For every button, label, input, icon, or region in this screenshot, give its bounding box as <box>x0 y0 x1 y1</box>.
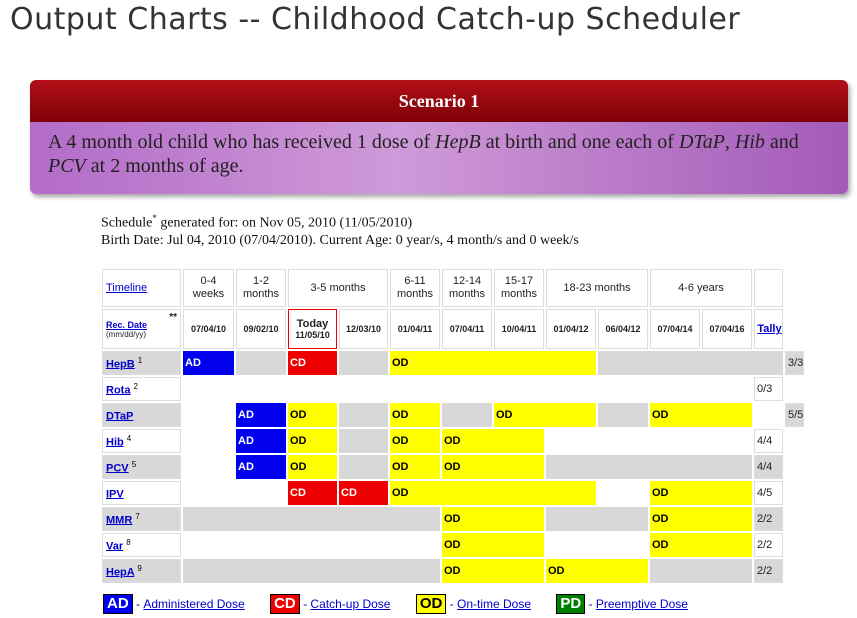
legend-item-preemptive: PD - Preemptive Dose <box>556 594 688 614</box>
dose-on-time: OD <box>390 429 440 453</box>
tally-value: 2/2 <box>754 559 783 583</box>
period-header: 6-11 months <box>390 269 440 307</box>
vaccine-link-hepa[interactable]: HepA <box>106 566 135 579</box>
dose-on-time: OD <box>546 559 648 583</box>
dose-on-time: OD <box>288 429 337 453</box>
dose-on-time: OD <box>650 403 752 427</box>
rec-date: 06/04/12 <box>598 309 648 349</box>
vaccine-link-dtap[interactable]: DTaP <box>106 410 134 423</box>
vaccine-link-var[interactable]: Var <box>106 540 124 553</box>
vaccine-link-pcv[interactable]: PCV <box>106 462 129 475</box>
legend-link-administered[interactable]: Administered Dose <box>143 597 245 611</box>
dose-on-time: OD <box>442 455 544 479</box>
dose-catch-up: CD <box>288 481 337 505</box>
today-date: Today 11/05/10 <box>288 309 337 349</box>
dose-administered: AD <box>183 351 234 375</box>
rec-date: 01/04/11 <box>390 309 440 349</box>
dose-catch-up: CD <box>288 351 337 375</box>
vaccine-link-mmr[interactable]: MMR <box>106 514 133 527</box>
vaccine-link-hib[interactable]: Hib <box>106 436 124 449</box>
legend-item-administered: AD - Administered Dose <box>103 594 245 614</box>
tally-value: 2/2 <box>754 507 783 531</box>
dose-on-time: OD <box>442 559 544 583</box>
table-row: HepA 9 OD OD 2/2 <box>102 559 804 583</box>
period-header: 1-2 months <box>236 269 286 307</box>
period-header: 0-4 weeks <box>183 269 234 307</box>
dose-on-time: OD <box>390 481 596 505</box>
period-header: 3-5 months <box>288 269 388 307</box>
dose-on-time: OD <box>288 403 337 427</box>
rec-date-link[interactable]: Rec. Date <box>106 319 148 330</box>
rec-date: 10/04/11 <box>494 309 544 349</box>
table-row: Var 8 OD OD 2/2 <box>102 533 804 557</box>
rec-date: 09/02/10 <box>236 309 286 349</box>
dose-on-time: OD <box>494 403 596 427</box>
rec-date: 07/04/11 <box>442 309 492 349</box>
legend-link-preemptive[interactable]: Preemptive Dose <box>595 597 688 611</box>
schedule-info: Schedule* generated for: on Nov 05, 2010… <box>101 213 579 248</box>
schedule-table: Timeline 0-4 weeks 1-2 months 3-5 months… <box>100 267 807 585</box>
page-title: Output Charts -- Childhood Catch-up Sche… <box>10 2 741 37</box>
tally-value: 0/3 <box>754 377 783 401</box>
rec-date: 12/03/10 <box>339 309 388 349</box>
table-row: PCV 5 AD OD OD OD 4/4 <box>102 455 804 479</box>
dose-on-time: OD <box>288 455 337 479</box>
dose-on-time: OD <box>650 481 752 505</box>
tally-link[interactable]: Tally <box>757 323 782 335</box>
vaccine-link-rota[interactable]: Rota <box>106 384 131 397</box>
dose-on-time: OD <box>442 533 544 557</box>
table-row: MMR 7 OD OD 2/2 <box>102 507 804 531</box>
legend: AD - Administered Dose CD - Catch-up Dos… <box>103 594 710 614</box>
rec-date: 01/04/12 <box>546 309 596 349</box>
scenario-description: A 4 month old child who has received 1 d… <box>30 122 848 194</box>
tally-value: 4/4 <box>754 429 783 453</box>
dose-administered: AD <box>236 429 286 453</box>
dose-on-time: OD <box>442 429 544 453</box>
period-header: 15-17 months <box>494 269 544 307</box>
scenario-box: Scenario 1 A 4 month old child who has r… <box>30 80 848 194</box>
rec-date: 07/04/16 <box>702 309 752 349</box>
table-row: Rota 2 0/3 <box>102 377 804 401</box>
period-header: 18-23 months <box>546 269 648 307</box>
dose-catch-up: CD <box>339 481 388 505</box>
vaccine-link-ipv[interactable]: IPV <box>106 488 124 501</box>
tally-value: 4/4 <box>754 455 783 479</box>
dose-on-time: OD <box>390 455 440 479</box>
period-header: 4-6 years <box>650 269 752 307</box>
legend-item-catch-up: CD - Catch-up Dose <box>270 594 391 614</box>
timeline-link[interactable]: Timeline <box>106 281 148 294</box>
dose-administered: AD <box>236 455 286 479</box>
dose-on-time: OD <box>390 351 596 375</box>
tally-value: 5/5 <box>785 403 805 427</box>
table-row: Hib 4 AD OD OD OD 4/4 <box>102 429 804 453</box>
table-row: DTaP AD OD OD OD OD 5/5 <box>102 403 805 427</box>
legend-link-catch-up[interactable]: Catch-up Dose <box>310 597 391 611</box>
period-header: 12-14 months <box>442 269 492 307</box>
birth-date-line: Birth Date: Jul 04, 2010 (07/04/2010). C… <box>101 232 579 248</box>
table-row: HepB 1 AD CD OD 3/3 <box>102 351 805 375</box>
vaccine-link-hepb[interactable]: HepB <box>106 358 135 371</box>
legend-item-on-time: OD - On-time Dose <box>415 594 532 614</box>
dose-on-time: OD <box>390 403 440 427</box>
tally-value: 3/3 <box>785 351 805 375</box>
tally-value: 4/5 <box>754 481 783 505</box>
scenario-title: Scenario 1 <box>30 80 848 122</box>
dose-on-time: OD <box>442 507 544 531</box>
rec-date: 07/04/14 <box>650 309 700 349</box>
rec-date: 07/04/10 <box>183 309 234 349</box>
tally-value: 2/2 <box>754 533 783 557</box>
dose-administered: AD <box>236 403 286 427</box>
legend-link-on-time[interactable]: On-time Dose <box>456 597 532 611</box>
dose-on-time: OD <box>650 533 752 557</box>
dose-on-time: OD <box>650 507 752 531</box>
table-row: IPV CD CD OD OD 4/5 <box>102 481 804 505</box>
